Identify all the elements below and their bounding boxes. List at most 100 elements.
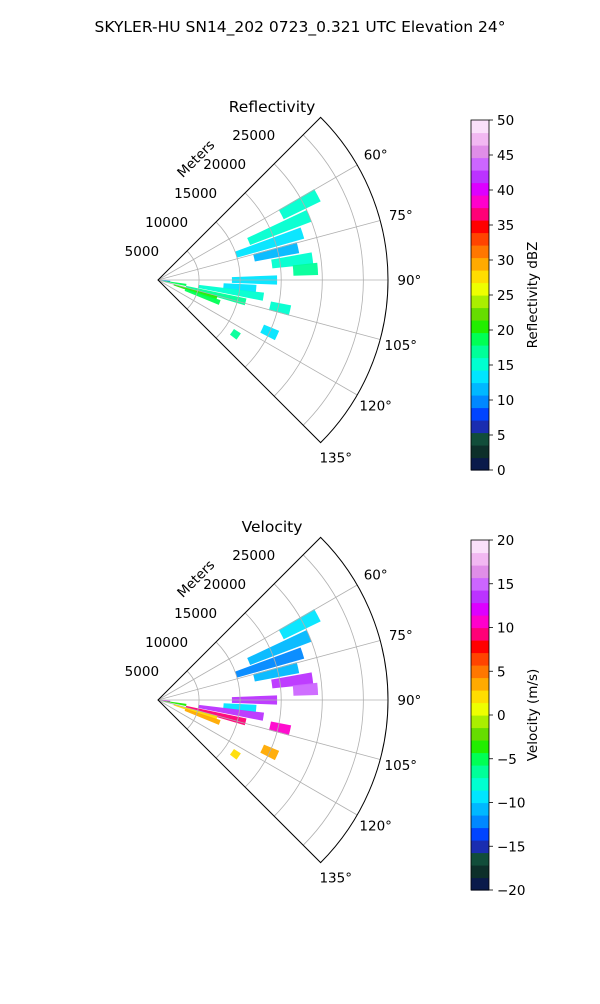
colorbar-swatch xyxy=(471,182,489,196)
colorbar-swatch xyxy=(471,840,489,854)
echo-cell xyxy=(278,189,321,220)
colorbar-swatch xyxy=(471,420,489,434)
colorbar-tick-label: 5 xyxy=(497,428,506,444)
echo-cell xyxy=(292,682,319,696)
colorbar-swatch xyxy=(471,777,489,791)
colorbar-label: Reflectivity dBZ xyxy=(525,242,541,349)
echo-cell xyxy=(268,301,292,316)
colorbar-tick-label: −20 xyxy=(497,883,526,899)
colorbar-swatch xyxy=(471,790,489,804)
colorbar-swatch xyxy=(471,370,489,384)
colorbar-tick-label: 10 xyxy=(497,393,514,409)
colorbar-swatch xyxy=(471,357,489,371)
colorbar-swatch xyxy=(471,432,489,446)
echo-cell xyxy=(278,609,321,640)
colorbar-swatch xyxy=(471,120,489,134)
colorbar-swatch xyxy=(471,715,489,729)
azimuth-tick-label: 75° xyxy=(389,208,413,224)
colorbar-tick-label: 0 xyxy=(497,708,506,724)
colorbar-swatch xyxy=(471,195,489,209)
figure-suptitle: SKYLER-HU SN14_202 0723_0.321 UTC Elevat… xyxy=(95,18,506,37)
azimuth-gridline xyxy=(157,279,358,396)
colorbar-tick-label: 35 xyxy=(497,218,514,234)
colorbar-tick-label: 20 xyxy=(497,533,514,549)
colorbar-swatch xyxy=(471,652,489,666)
echo-cell xyxy=(247,210,312,245)
colorbar: 0 5 10 15 20 25 30 35 40 45 50 Reflectivity dBZ xyxy=(470,113,541,479)
azimuth-tick-label: 105° xyxy=(385,758,418,774)
range-tick-label: 25000 xyxy=(232,548,275,564)
colorbar-swatch xyxy=(471,132,489,146)
azimuth-gridline xyxy=(157,279,381,340)
echo-cell xyxy=(235,647,305,678)
colorbar-swatch xyxy=(471,752,489,766)
colorbar-tick-label: −15 xyxy=(497,839,526,855)
range-tick-label: 20000 xyxy=(203,157,246,173)
colorbar-swatch xyxy=(471,457,489,471)
colorbar-swatch xyxy=(471,565,489,579)
colorbar-swatch xyxy=(471,382,489,396)
colorbar-swatch xyxy=(471,665,489,679)
echo-cell xyxy=(160,280,171,282)
range-tick-label: 10000 xyxy=(145,215,188,231)
azimuth-gridline xyxy=(157,584,358,701)
colorbar-swatch xyxy=(471,802,489,816)
colorbar-swatch xyxy=(471,865,489,879)
sector-outline xyxy=(157,536,389,864)
reflectivity-panel: 5000 10000 15000 20000 25000 60° 75° 90° 105° 120… xyxy=(125,98,541,479)
colorbar-swatch xyxy=(471,640,489,654)
azimuth-tick-label: 135° xyxy=(319,451,352,467)
echo-cell xyxy=(162,280,187,287)
colorbar-swatch xyxy=(471,577,489,591)
echo-cell xyxy=(198,284,265,301)
colorbar-swatch xyxy=(471,157,489,171)
colorbar-swatch xyxy=(471,407,489,421)
echo-cell xyxy=(162,700,187,707)
colorbar-swatch xyxy=(471,615,489,629)
range-tick-label: 20000 xyxy=(203,577,246,593)
colorbar-swatch xyxy=(471,827,489,841)
range-tick-label: 25000 xyxy=(232,128,275,144)
colorbar-tick-label: 10 xyxy=(497,621,514,637)
azimuth-tick-label: 90° xyxy=(397,693,421,709)
azimuth-gridline xyxy=(157,699,381,760)
colorbar-swatch xyxy=(471,445,489,459)
colorbar-swatch xyxy=(471,320,489,334)
echo-cell xyxy=(229,328,241,340)
colorbar-swatch xyxy=(471,245,489,259)
range-tick-label: 5000 xyxy=(125,664,159,680)
colorbar-swatch xyxy=(471,727,489,741)
azimuth-tick-label: 105° xyxy=(385,338,418,354)
echo-cell xyxy=(292,262,319,276)
echo-cell xyxy=(160,700,171,702)
azimuth-gridline xyxy=(157,164,358,281)
azimuth-tick-label: 60° xyxy=(364,147,388,163)
colorbar-swatch xyxy=(471,677,489,691)
echo-cell xyxy=(253,242,300,262)
range-tick-label: 10000 xyxy=(145,635,188,651)
colorbar-tick-label: −10 xyxy=(497,796,526,812)
colorbar-swatch xyxy=(471,590,489,604)
colorbar: −20 −15 −10 −5 0 5 10 15 20 Velocity (m/s) xyxy=(470,533,541,899)
colorbar-tick-label: −5 xyxy=(497,752,517,768)
panel-title: Reflectivity xyxy=(229,98,316,116)
colorbar-swatch xyxy=(471,307,489,321)
range-tick-label: 15000 xyxy=(174,606,217,622)
echo-cell xyxy=(247,630,312,665)
colorbar-swatch xyxy=(471,815,489,829)
colorbar-swatch xyxy=(471,170,489,184)
colorbar-swatch xyxy=(471,540,489,554)
range-tick-label: 5000 xyxy=(125,244,159,260)
colorbar-swatch xyxy=(471,295,489,309)
echo-cell xyxy=(198,704,265,721)
echo-cell xyxy=(235,227,305,258)
colorbar-tick-label: 15 xyxy=(497,577,514,593)
colorbar-swatch xyxy=(471,282,489,296)
azimuth-gridline xyxy=(157,699,358,816)
azimuth-gridline xyxy=(157,640,381,701)
range-tick-label: 15000 xyxy=(174,186,217,202)
echo-cell xyxy=(268,721,292,736)
colorbar-swatch xyxy=(471,627,489,641)
colorbar-tick-label: 40 xyxy=(497,183,514,199)
